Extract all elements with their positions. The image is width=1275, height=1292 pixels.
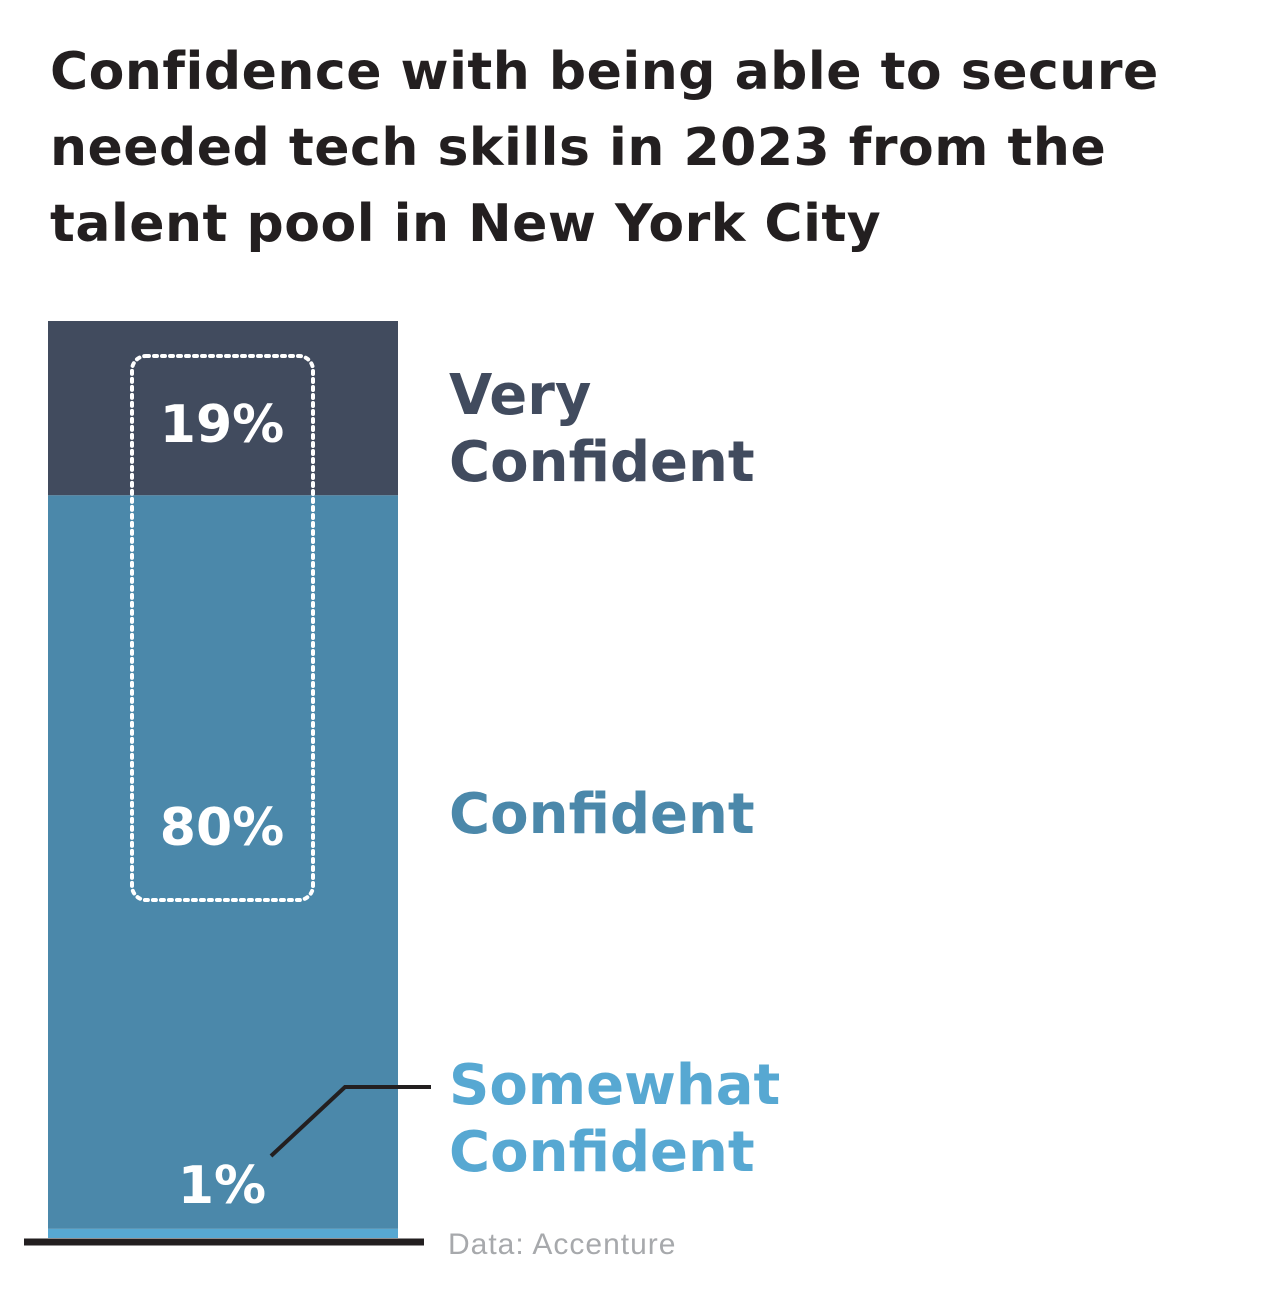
value-label-somewhat-confident: 1% xyxy=(178,1156,266,1216)
value-label-confident: 80% xyxy=(160,798,284,858)
source-note: Data: Accenture xyxy=(448,1228,676,1261)
bar-segments xyxy=(48,321,398,1238)
bar-segment-somewhat-confident xyxy=(48,1228,398,1238)
category-label-somewhat-confident-line-2: Confident xyxy=(449,1120,755,1185)
category-label-very-confident-line-1: Very xyxy=(449,363,591,428)
somewhat-leader-line xyxy=(269,1085,431,1158)
value-label-very-confident: 19% xyxy=(160,395,284,455)
chart-title: Confidence with being able to secure nee… xyxy=(50,42,1159,254)
highlight-dotted-box xyxy=(130,354,315,902)
category-label-somewhat-confident-line-1: Somewhat xyxy=(449,1053,780,1118)
category-label-very-confident-line-2: Confident xyxy=(449,430,755,495)
category-label-confident-line-1: Confident xyxy=(449,782,755,847)
value-labels: 1% 80% 19% xyxy=(160,395,284,1216)
bar-segment-confident xyxy=(48,495,398,1229)
bar-segment-very-confident xyxy=(48,321,398,496)
